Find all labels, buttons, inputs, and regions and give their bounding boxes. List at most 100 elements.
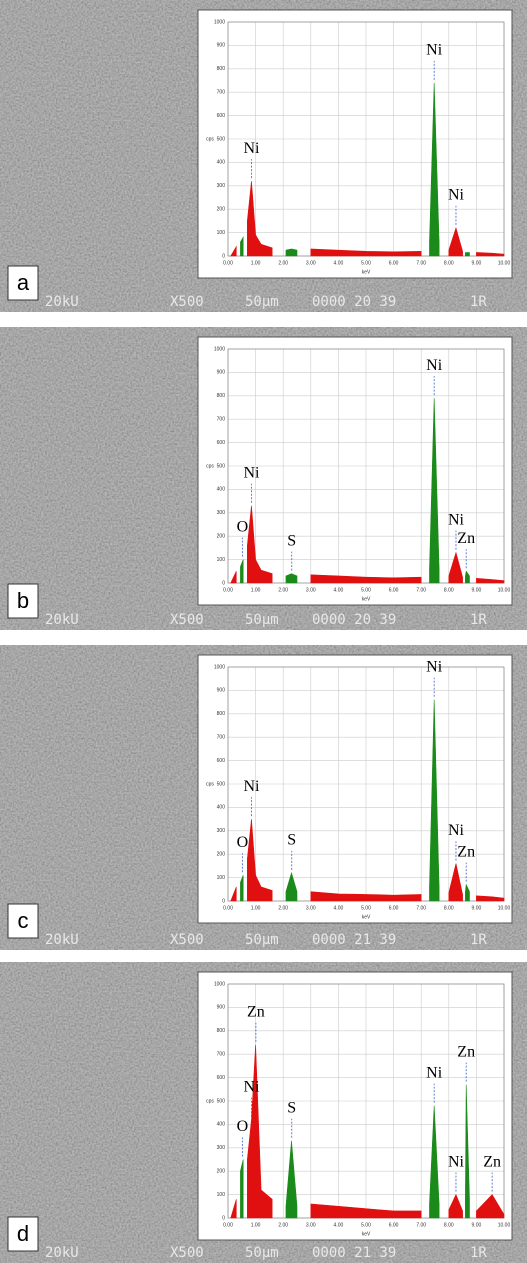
sem-caption: X500 (170, 1245, 204, 1261)
sem-caption: 0000 20 39 (312, 612, 396, 628)
panel-label: d (17, 1221, 29, 1246)
x-tick-label: 6.00 (389, 1222, 399, 1228)
x-axis-label: keV (362, 596, 371, 602)
y-tick-label: 100 (217, 875, 226, 881)
panel: 0 100 200 300 400 500 600 700 800 900 1000 0.00 1.00… (0, 962, 527, 1263)
x-tick-label: 8.00 (444, 1222, 454, 1228)
sem-caption: 0000 21 39 (312, 1245, 396, 1261)
peak-label: Zn (457, 530, 475, 547)
x-tick-label: 0.00 (223, 260, 233, 266)
x-tick-label: 5.00 (361, 905, 371, 911)
y-tick-label: 600 (217, 440, 226, 446)
x-tick-label: 3.00 (306, 587, 316, 593)
panel-label: a (17, 270, 30, 295)
y-axis-label: cps (206, 1098, 214, 1104)
x-tick-label: 10.00 (498, 260, 511, 266)
peak-label: O (237, 834, 249, 851)
y-tick-label: 800 (217, 66, 226, 72)
peak-label: Ni (426, 357, 443, 374)
peak-label: Ni (448, 1153, 465, 1170)
y-tick-label: 700 (217, 417, 226, 423)
x-tick-label: 0.00 (223, 587, 233, 593)
x-tick-label: 7.00 (416, 587, 426, 593)
y-tick-label: 500 (217, 136, 226, 142)
spectrum-area (230, 1044, 505, 1219)
peak-label: O (237, 518, 249, 535)
y-tick-label: 100 (217, 230, 226, 236)
y-tick-label: 300 (217, 828, 226, 834)
y-tick-label: 500 (217, 1098, 226, 1104)
peak-label: Ni (448, 511, 465, 528)
spectrum-area (240, 398, 470, 584)
sem-caption: 0000 20 39 (312, 294, 396, 310)
y-tick-label: 200 (217, 207, 226, 213)
x-tick-label: 9.00 (472, 905, 482, 911)
sem-caption: X500 (170, 932, 204, 948)
x-tick-label: 7.00 (416, 905, 426, 911)
y-axis-label: cps (206, 136, 214, 142)
x-axis-label: keV (362, 1231, 371, 1237)
peak-label: Ni (243, 1078, 260, 1095)
x-tick-label: 6.00 (389, 260, 399, 266)
y-tick-label: 900 (217, 688, 226, 694)
spectrum-area (240, 699, 470, 902)
peak-label: Ni (448, 822, 465, 839)
peak-label: Ni (448, 187, 465, 204)
y-tick-label: 900 (217, 1005, 226, 1011)
y-tick-label: 600 (217, 1075, 226, 1081)
peak-label: Ni (243, 140, 260, 157)
y-axis-label: cps (206, 463, 214, 469)
x-tick-label: 2.00 (278, 260, 288, 266)
sem-caption: X500 (170, 612, 204, 628)
y-tick-label: 600 (217, 113, 226, 119)
x-tick-label: 4.00 (334, 260, 344, 266)
y-tick-label: 700 (217, 735, 226, 741)
x-tick-label: 7.00 (416, 1222, 426, 1228)
x-tick-label: 8.00 (444, 587, 454, 593)
y-tick-label: 0 (222, 580, 225, 586)
x-tick-label: 8.00 (444, 260, 454, 266)
y-tick-label: 0 (222, 253, 225, 259)
inset-background (197, 971, 513, 1241)
sem-caption: 1R (470, 1245, 487, 1261)
spectrum-area (230, 181, 505, 257)
sem-caption: 0000 21 39 (312, 932, 396, 948)
peak-label: Ni (426, 658, 443, 675)
peak-label: Ni (426, 42, 443, 59)
y-tick-label: 800 (217, 1028, 226, 1034)
x-axis-label: keV (362, 914, 371, 920)
peak-label: S (287, 532, 296, 549)
sem-caption: 20kU (45, 1245, 79, 1261)
spectrum-area (240, 82, 470, 257)
y-tick-label: 400 (217, 805, 226, 811)
panel-label-box (7, 1216, 39, 1252)
peak-label: Zn (483, 1153, 501, 1170)
panel-label-box (7, 903, 39, 939)
y-tick-label: 500 (217, 781, 226, 787)
peak-label: Ni (243, 778, 260, 795)
x-tick-label: 5.00 (361, 1222, 371, 1228)
x-tick-label: 9.00 (472, 1222, 482, 1228)
x-tick-label: 2.00 (278, 905, 288, 911)
y-tick-label: 1000 (214, 981, 225, 987)
y-tick-label: 400 (217, 1122, 226, 1128)
y-tick-label: 600 (217, 758, 226, 764)
y-tick-label: 1000 (214, 19, 225, 25)
peak-label: Ni (426, 1064, 443, 1081)
sem-caption: 50µm (245, 612, 279, 628)
y-tick-label: 700 (217, 1052, 226, 1058)
spectrum-area (230, 505, 505, 584)
panel-label-box (7, 265, 39, 301)
sem-caption: 20kU (45, 294, 79, 310)
x-tick-label: 4.00 (334, 587, 344, 593)
y-tick-label: 400 (217, 487, 226, 493)
x-axis-label: keV (362, 269, 371, 275)
x-tick-label: 10.00 (498, 1222, 511, 1228)
sem-caption: X500 (170, 294, 204, 310)
x-tick-label: 8.00 (444, 905, 454, 911)
y-tick-label: 200 (217, 534, 226, 540)
x-tick-label: 9.00 (472, 587, 482, 593)
inset-background (197, 654, 513, 924)
x-tick-label: 1.00 (251, 587, 261, 593)
panel: 0 100 200 300 400 500 600 700 800 900 1000 0.00 1.00… (0, 645, 527, 950)
